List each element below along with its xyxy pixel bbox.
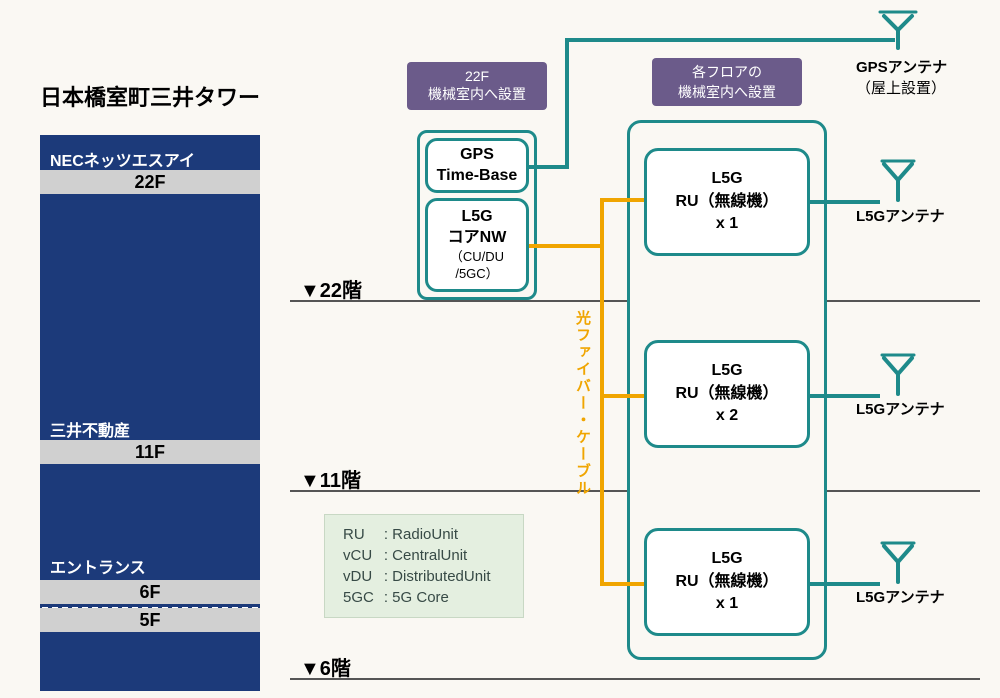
- node-core-l3: （CU/DU: [428, 249, 526, 266]
- ru1-l2: RU（無線機）: [647, 191, 807, 213]
- ru2-l3: x 2: [647, 405, 807, 427]
- lg-v1: : CentralUnit: [380, 546, 495, 565]
- l5g-antenna-icon-2: [878, 352, 918, 396]
- header-floors: 各フロアの 機械室内へ設置: [652, 58, 802, 106]
- lg-v0: : RadioUnit: [380, 525, 495, 544]
- l5g-ant-label-3: L5Gアンテナ: [856, 586, 945, 607]
- cable-gps-h1: [529, 165, 567, 169]
- cable-gps-h2: [565, 38, 895, 42]
- ru-box-1: L5G RU（無線機） x 1: [644, 148, 810, 256]
- floor-marker-11: ▼11階: [300, 464, 361, 493]
- ru3-l3: x 1: [647, 593, 807, 615]
- gps-ant-l2: （屋上設置）: [856, 77, 947, 98]
- legend: RU: RadioUnit vCU: CentralUnit vDU: Dist…: [324, 514, 524, 618]
- floor-marker-6: ▼6階: [300, 652, 351, 681]
- cable-ru1: [810, 200, 880, 204]
- ru-box-3: L5G RU（無線機） x 1: [644, 528, 810, 636]
- l5g-antenna-icon-1: [878, 158, 918, 202]
- lg-k1: vCU: [339, 546, 378, 565]
- node-core-l4: /5GC）: [428, 266, 526, 283]
- fiber-label: 光ファイバー・ケーブル: [572, 310, 593, 497]
- floor-marker-22: ▼22階: [300, 274, 362, 303]
- node-gps-l2: Time-Base: [428, 166, 526, 187]
- tower-floor-5f: 5F: [40, 608, 260, 634]
- node-core-l1: L5G: [428, 207, 526, 228]
- node-core: L5G コアNW （CU/DU /5GC）: [425, 198, 529, 292]
- l5g-ant-label-2: L5Gアンテナ: [856, 398, 945, 419]
- tower-floor-22f: 22F: [40, 170, 260, 196]
- ru-box-2: L5G RU（無線機） x 2: [644, 340, 810, 448]
- lg-k0: RU: [339, 525, 378, 544]
- fiber-h1: [600, 198, 644, 202]
- header-22f-l1: 22F: [407, 68, 547, 84]
- cable-gps-v1: [565, 38, 569, 169]
- node-gps-l1: GPS: [428, 145, 526, 166]
- node-gps: GPS Time-Base: [425, 138, 529, 193]
- gps-antenna-icon: [878, 10, 918, 50]
- node-core-l2: コアNW: [428, 228, 526, 249]
- lg-v2: : DistributedUnit: [380, 567, 495, 586]
- tower-section-mitsui: 三井不動産: [50, 417, 130, 441]
- rule-6: [290, 678, 980, 680]
- l5g-antenna-icon-3: [878, 540, 918, 584]
- lg-v3: : 5G Core: [380, 588, 495, 607]
- header-floors-l2: 機械室内へ設置: [652, 82, 802, 102]
- ru2-l2: RU（無線機）: [647, 383, 807, 405]
- tower-section-nec: NECネッツエスアイ: [50, 147, 195, 171]
- ru2-l1: L5G: [647, 360, 807, 382]
- header-22f: 22F 機械室内へ設置: [407, 62, 547, 110]
- fiber-v: [600, 198, 604, 586]
- header-floors-l1: 各フロアの: [652, 62, 802, 82]
- fiber-h0: [529, 244, 602, 248]
- tower-section-entrance: エントランス: [50, 554, 146, 578]
- ru1-l1: L5G: [647, 168, 807, 190]
- ru3-l1: L5G: [647, 548, 807, 570]
- ru3-l2: RU（無線機）: [647, 571, 807, 593]
- ru1-l3: x 1: [647, 213, 807, 235]
- tower-floor-11f: 11F: [40, 440, 260, 466]
- fiber-h3: [600, 582, 644, 586]
- lg-k3: 5GC: [339, 588, 378, 607]
- l5g-ant-label-1: L5Gアンテナ: [856, 205, 945, 226]
- fiber-h2: [600, 394, 644, 398]
- page-title: 日本橋室町三井タワー: [40, 80, 260, 112]
- header-22f-l2: 機械室内へ設置: [407, 84, 547, 104]
- gps-ant-l1: GPSアンテナ: [856, 56, 947, 77]
- tower-floor-6f: 6F: [40, 580, 260, 606]
- lg-k2: vDU: [339, 567, 378, 586]
